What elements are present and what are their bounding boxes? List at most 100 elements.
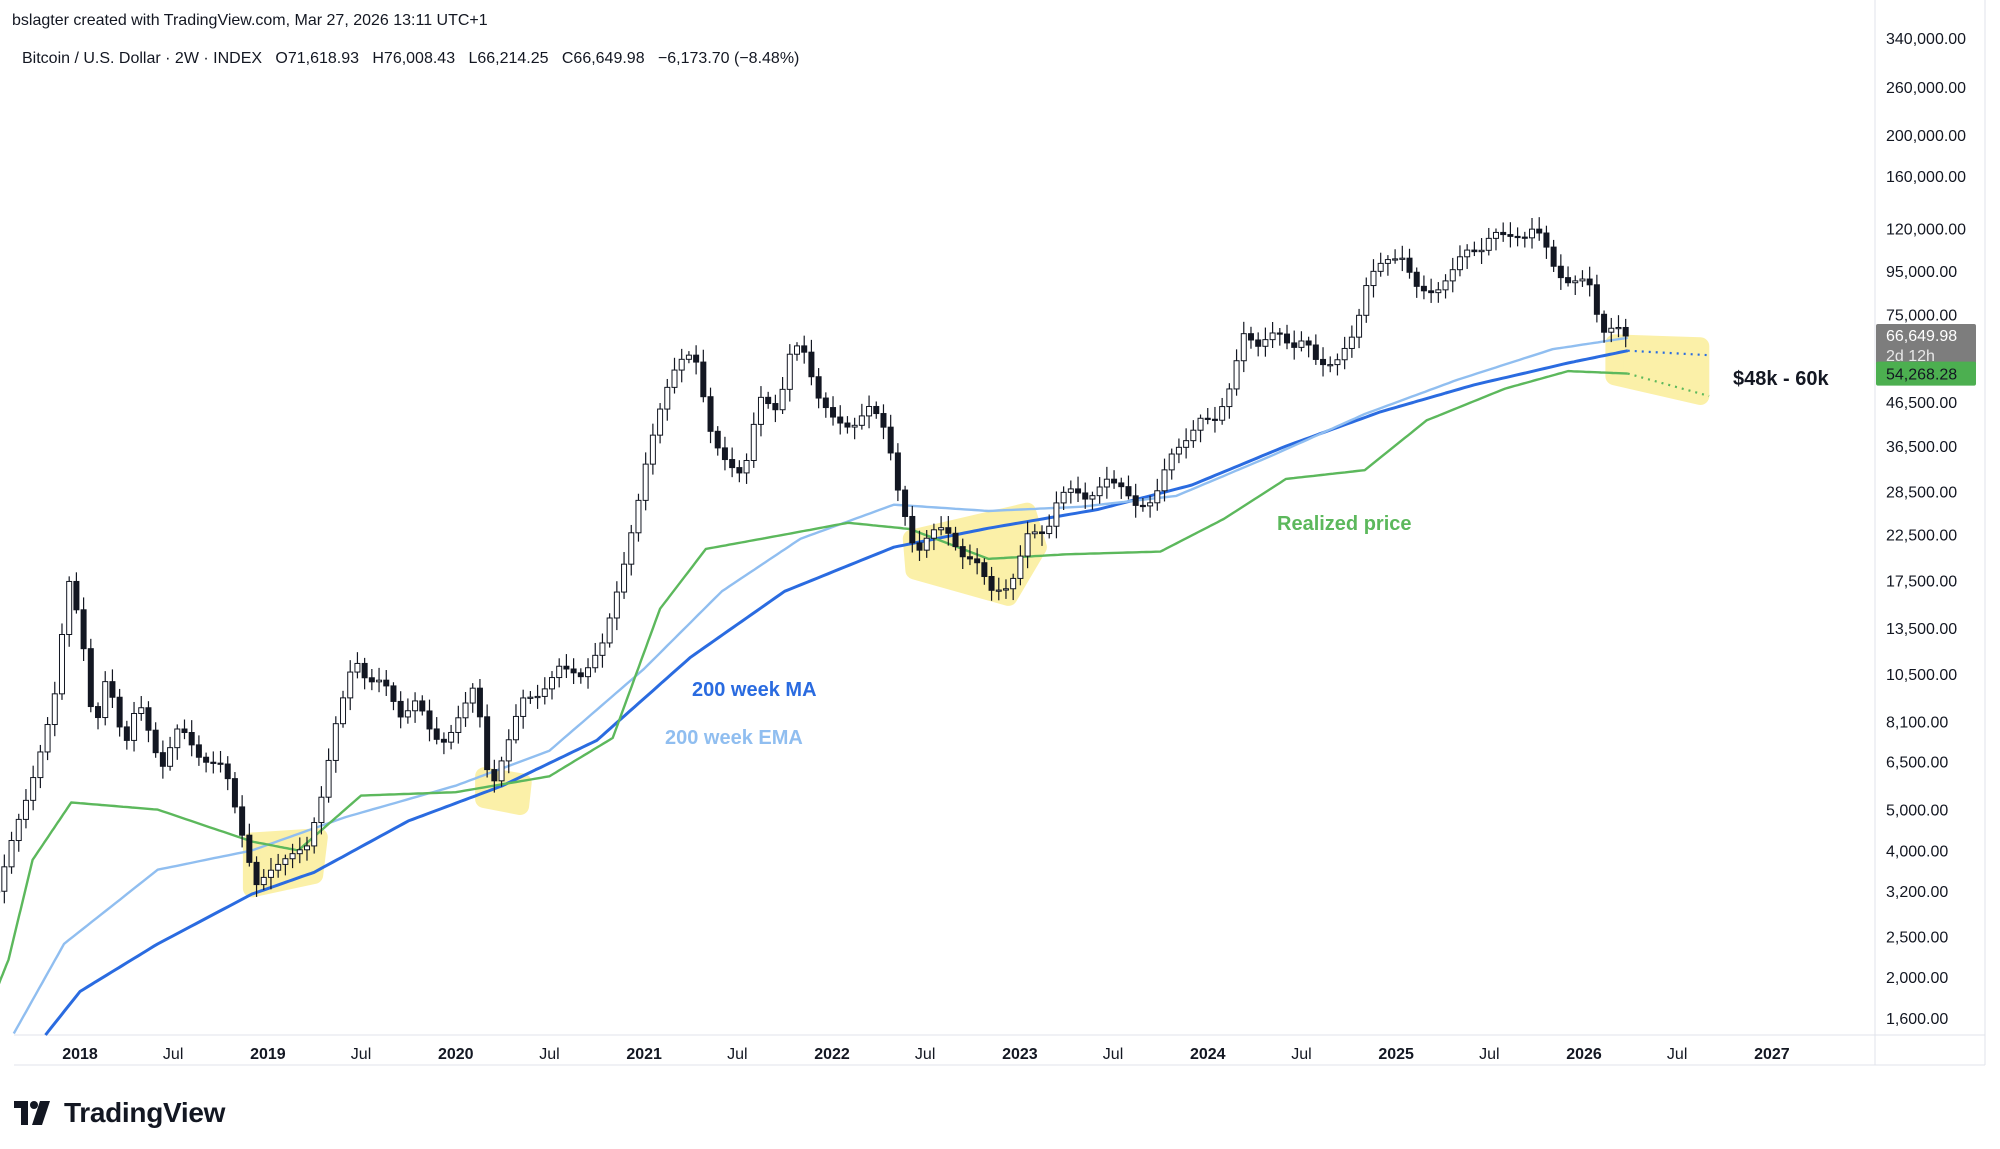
candle-body bbox=[159, 752, 166, 767]
candle-body bbox=[1240, 333, 1247, 362]
candle-body bbox=[1118, 482, 1125, 488]
candle-body bbox=[390, 685, 397, 702]
candle-body bbox=[1320, 358, 1327, 366]
candle-body bbox=[1536, 228, 1543, 234]
candle-body bbox=[1247, 333, 1254, 341]
candle-body bbox=[844, 422, 851, 428]
candle-body bbox=[1529, 228, 1536, 239]
candle-body bbox=[239, 806, 246, 836]
candle-body bbox=[1615, 326, 1622, 330]
y-tick-label: 5,000.00 bbox=[1886, 803, 1948, 820]
candle-body bbox=[527, 696, 534, 699]
candle-body bbox=[1579, 278, 1586, 282]
200-week-ma-line bbox=[44, 349, 1629, 1036]
highlight-zone-target bbox=[1605, 334, 1710, 405]
candle-body bbox=[570, 668, 577, 674]
candle-body bbox=[260, 876, 267, 886]
candle-body bbox=[1291, 342, 1298, 348]
candle-body bbox=[1197, 417, 1204, 431]
candle-body bbox=[267, 869, 274, 878]
candle-body bbox=[167, 747, 174, 767]
candle-body bbox=[930, 529, 937, 539]
candle-body bbox=[729, 459, 736, 469]
candle-body bbox=[491, 769, 498, 782]
y-tick-label: 8,100.00 bbox=[1886, 714, 1948, 731]
candle-body bbox=[1039, 531, 1046, 535]
candle-body bbox=[347, 671, 354, 699]
candle-body bbox=[1312, 344, 1319, 360]
candle-body bbox=[736, 467, 743, 474]
candle-body bbox=[1046, 525, 1053, 535]
candle-body bbox=[354, 662, 361, 673]
candle-body bbox=[296, 849, 303, 855]
tradingview-logo[interactable]: TradingView bbox=[14, 1097, 225, 1129]
candle-body bbox=[404, 710, 411, 718]
candle-body bbox=[383, 679, 390, 687]
y-tick-label: 6,500.00 bbox=[1886, 755, 1948, 772]
symbol-name[interactable]: Bitcoin / U.S. Dollar · 2W · INDEX bbox=[22, 50, 263, 67]
candle-body bbox=[995, 589, 1002, 592]
candle-body bbox=[1276, 332, 1283, 335]
candle-body bbox=[707, 396, 714, 432]
candle-body bbox=[1456, 256, 1463, 271]
candle-body bbox=[750, 423, 757, 461]
close-value: C66,649.98 bbox=[561, 50, 645, 67]
realized-price-label: 54,268.28 bbox=[1886, 367, 1957, 384]
candle-body bbox=[765, 396, 772, 405]
200-week-ema-line bbox=[12, 336, 1628, 1035]
x-tick-label: 2026 bbox=[1566, 1046, 1602, 1063]
x-tick-label: 2023 bbox=[1002, 1046, 1038, 1063]
candle-body bbox=[15, 818, 22, 842]
candle-body bbox=[1053, 502, 1060, 527]
candle-body bbox=[419, 700, 426, 712]
open-value: O71,618.93 bbox=[275, 50, 360, 67]
candle-body bbox=[664, 386, 671, 410]
created-by-text: bslagter created with TradingView.com, M… bbox=[12, 12, 488, 29]
candle-body bbox=[909, 515, 916, 544]
candle-body bbox=[851, 424, 858, 428]
candle-body bbox=[1089, 495, 1096, 500]
candle-body bbox=[1204, 417, 1211, 420]
candle-body bbox=[837, 416, 844, 424]
candle-body bbox=[1363, 285, 1370, 316]
candle-body bbox=[174, 728, 181, 749]
candle-body bbox=[1356, 314, 1363, 338]
candle-body bbox=[822, 397, 829, 409]
y-axis[interactable]: 340,000.00 260,000.00 200,000.00 160,000.00… bbox=[1886, 31, 1966, 1028]
candle-body bbox=[988, 576, 995, 591]
candle-body bbox=[303, 845, 310, 851]
y-tick-label: 200,000.00 bbox=[1886, 128, 1966, 145]
x-axis[interactable]: 2018 Jul 2019 Jul 2020 Jul 2021 Jul 2022 Jul 2023 J… bbox=[62, 1046, 1790, 1063]
candle-body bbox=[1485, 237, 1492, 251]
candle-body bbox=[58, 634, 65, 695]
candle-body bbox=[1082, 492, 1089, 500]
candle-body bbox=[887, 426, 894, 454]
candle-body bbox=[606, 617, 613, 644]
candle-body bbox=[1096, 486, 1103, 497]
x-tick-label: 2024 bbox=[1190, 1046, 1226, 1063]
last-price-badge bbox=[1876, 323, 1976, 366]
candle-body bbox=[1586, 278, 1593, 286]
y-tick-label: 17,500.00 bbox=[1886, 574, 1957, 591]
candle-body bbox=[512, 715, 519, 741]
y-tick-label: 340,000.00 bbox=[1886, 31, 1966, 48]
candle-body bbox=[253, 861, 260, 886]
candle-body bbox=[801, 345, 808, 353]
candle-body bbox=[1500, 231, 1507, 236]
candle-body bbox=[1154, 490, 1161, 504]
candle-body bbox=[188, 732, 195, 746]
candle-body bbox=[325, 759, 332, 798]
candle-body bbox=[138, 707, 145, 714]
x-tick-label: Jul bbox=[727, 1046, 747, 1063]
candle-body bbox=[642, 463, 649, 501]
candle-body bbox=[966, 556, 973, 560]
candle-body bbox=[412, 700, 419, 712]
candle-body bbox=[599, 642, 606, 656]
candle-body bbox=[1226, 388, 1233, 408]
candle-body bbox=[311, 822, 318, 847]
candle-body bbox=[974, 558, 981, 564]
candle-body bbox=[426, 710, 433, 730]
candle-body bbox=[981, 562, 988, 578]
realized-price-line bbox=[0, 369, 1628, 985]
